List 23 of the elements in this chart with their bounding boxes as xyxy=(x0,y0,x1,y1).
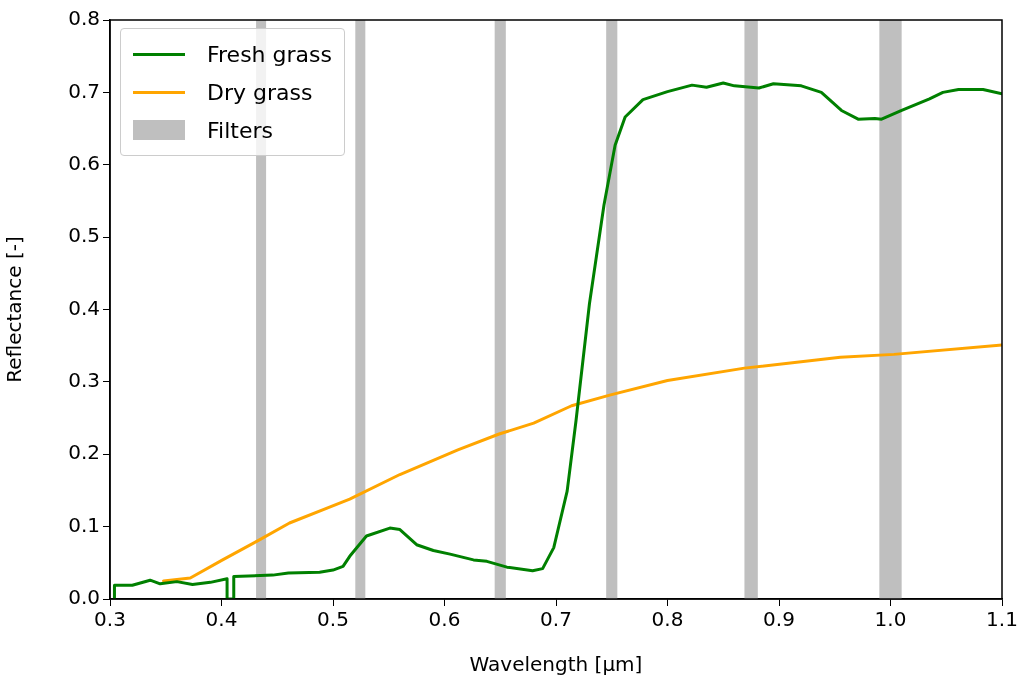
x-tick-label: 1.1 xyxy=(986,607,1018,632)
y-tick-label: 0.3 xyxy=(68,368,100,393)
x-tick-label: 1.0 xyxy=(874,607,907,632)
y-tick-label: 0.0 xyxy=(68,585,100,610)
legend-label: Dry grass xyxy=(207,79,313,105)
y-tick-label: 0.1 xyxy=(68,512,100,537)
y-tick-label: 0.6 xyxy=(68,150,100,175)
y-tick-label: 0.8 xyxy=(68,6,100,31)
x-tick-label: 0.7 xyxy=(540,607,572,632)
x-tick-label: 0.5 xyxy=(317,607,349,632)
legend-label: Fresh grass xyxy=(207,41,332,67)
y-tick-label: 0.7 xyxy=(68,78,100,103)
x-tick-label: 0.4 xyxy=(205,607,238,632)
x-tick-label: 0.3 xyxy=(94,607,126,632)
x-axis-title: Wavelength [µm] xyxy=(469,652,643,677)
x-tick-label: 0.6 xyxy=(428,607,461,632)
y-tick-label: 0.5 xyxy=(68,223,100,248)
y-axis-title: Reflectance [-] xyxy=(2,236,27,383)
band-label: Filters xyxy=(207,117,273,143)
y-tick-label: 0.4 xyxy=(68,295,100,320)
x-tick-label: 0.8 xyxy=(651,607,684,632)
x-tick-label: 0.9 xyxy=(763,607,795,632)
y-tick-label: 0.2 xyxy=(68,440,100,465)
